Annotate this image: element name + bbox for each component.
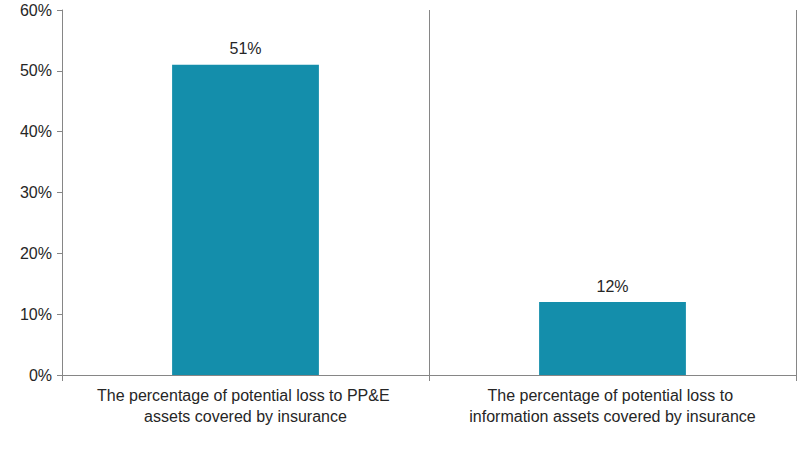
svg-text:30%: 30% xyxy=(20,184,52,201)
svg-text:40%: 40% xyxy=(20,123,52,140)
svg-text:51%: 51% xyxy=(229,40,261,57)
svg-text:assets covered by insurance: assets covered by insurance xyxy=(144,408,347,425)
svg-text:The percentage of potential lo: The percentage of potential loss to xyxy=(488,387,738,404)
svg-text:60%: 60% xyxy=(20,2,52,19)
svg-text:20%: 20% xyxy=(20,245,52,262)
svg-text:10%: 10% xyxy=(20,306,52,323)
svg-text:12%: 12% xyxy=(596,278,628,295)
svg-text:50%: 50% xyxy=(20,62,52,79)
svg-text:0%: 0% xyxy=(29,367,52,384)
svg-text:The percentage of potential lo: The percentage of potential loss to PP&E xyxy=(97,387,394,404)
svg-text:information assets covered by: information assets covered by insurance xyxy=(469,408,755,425)
